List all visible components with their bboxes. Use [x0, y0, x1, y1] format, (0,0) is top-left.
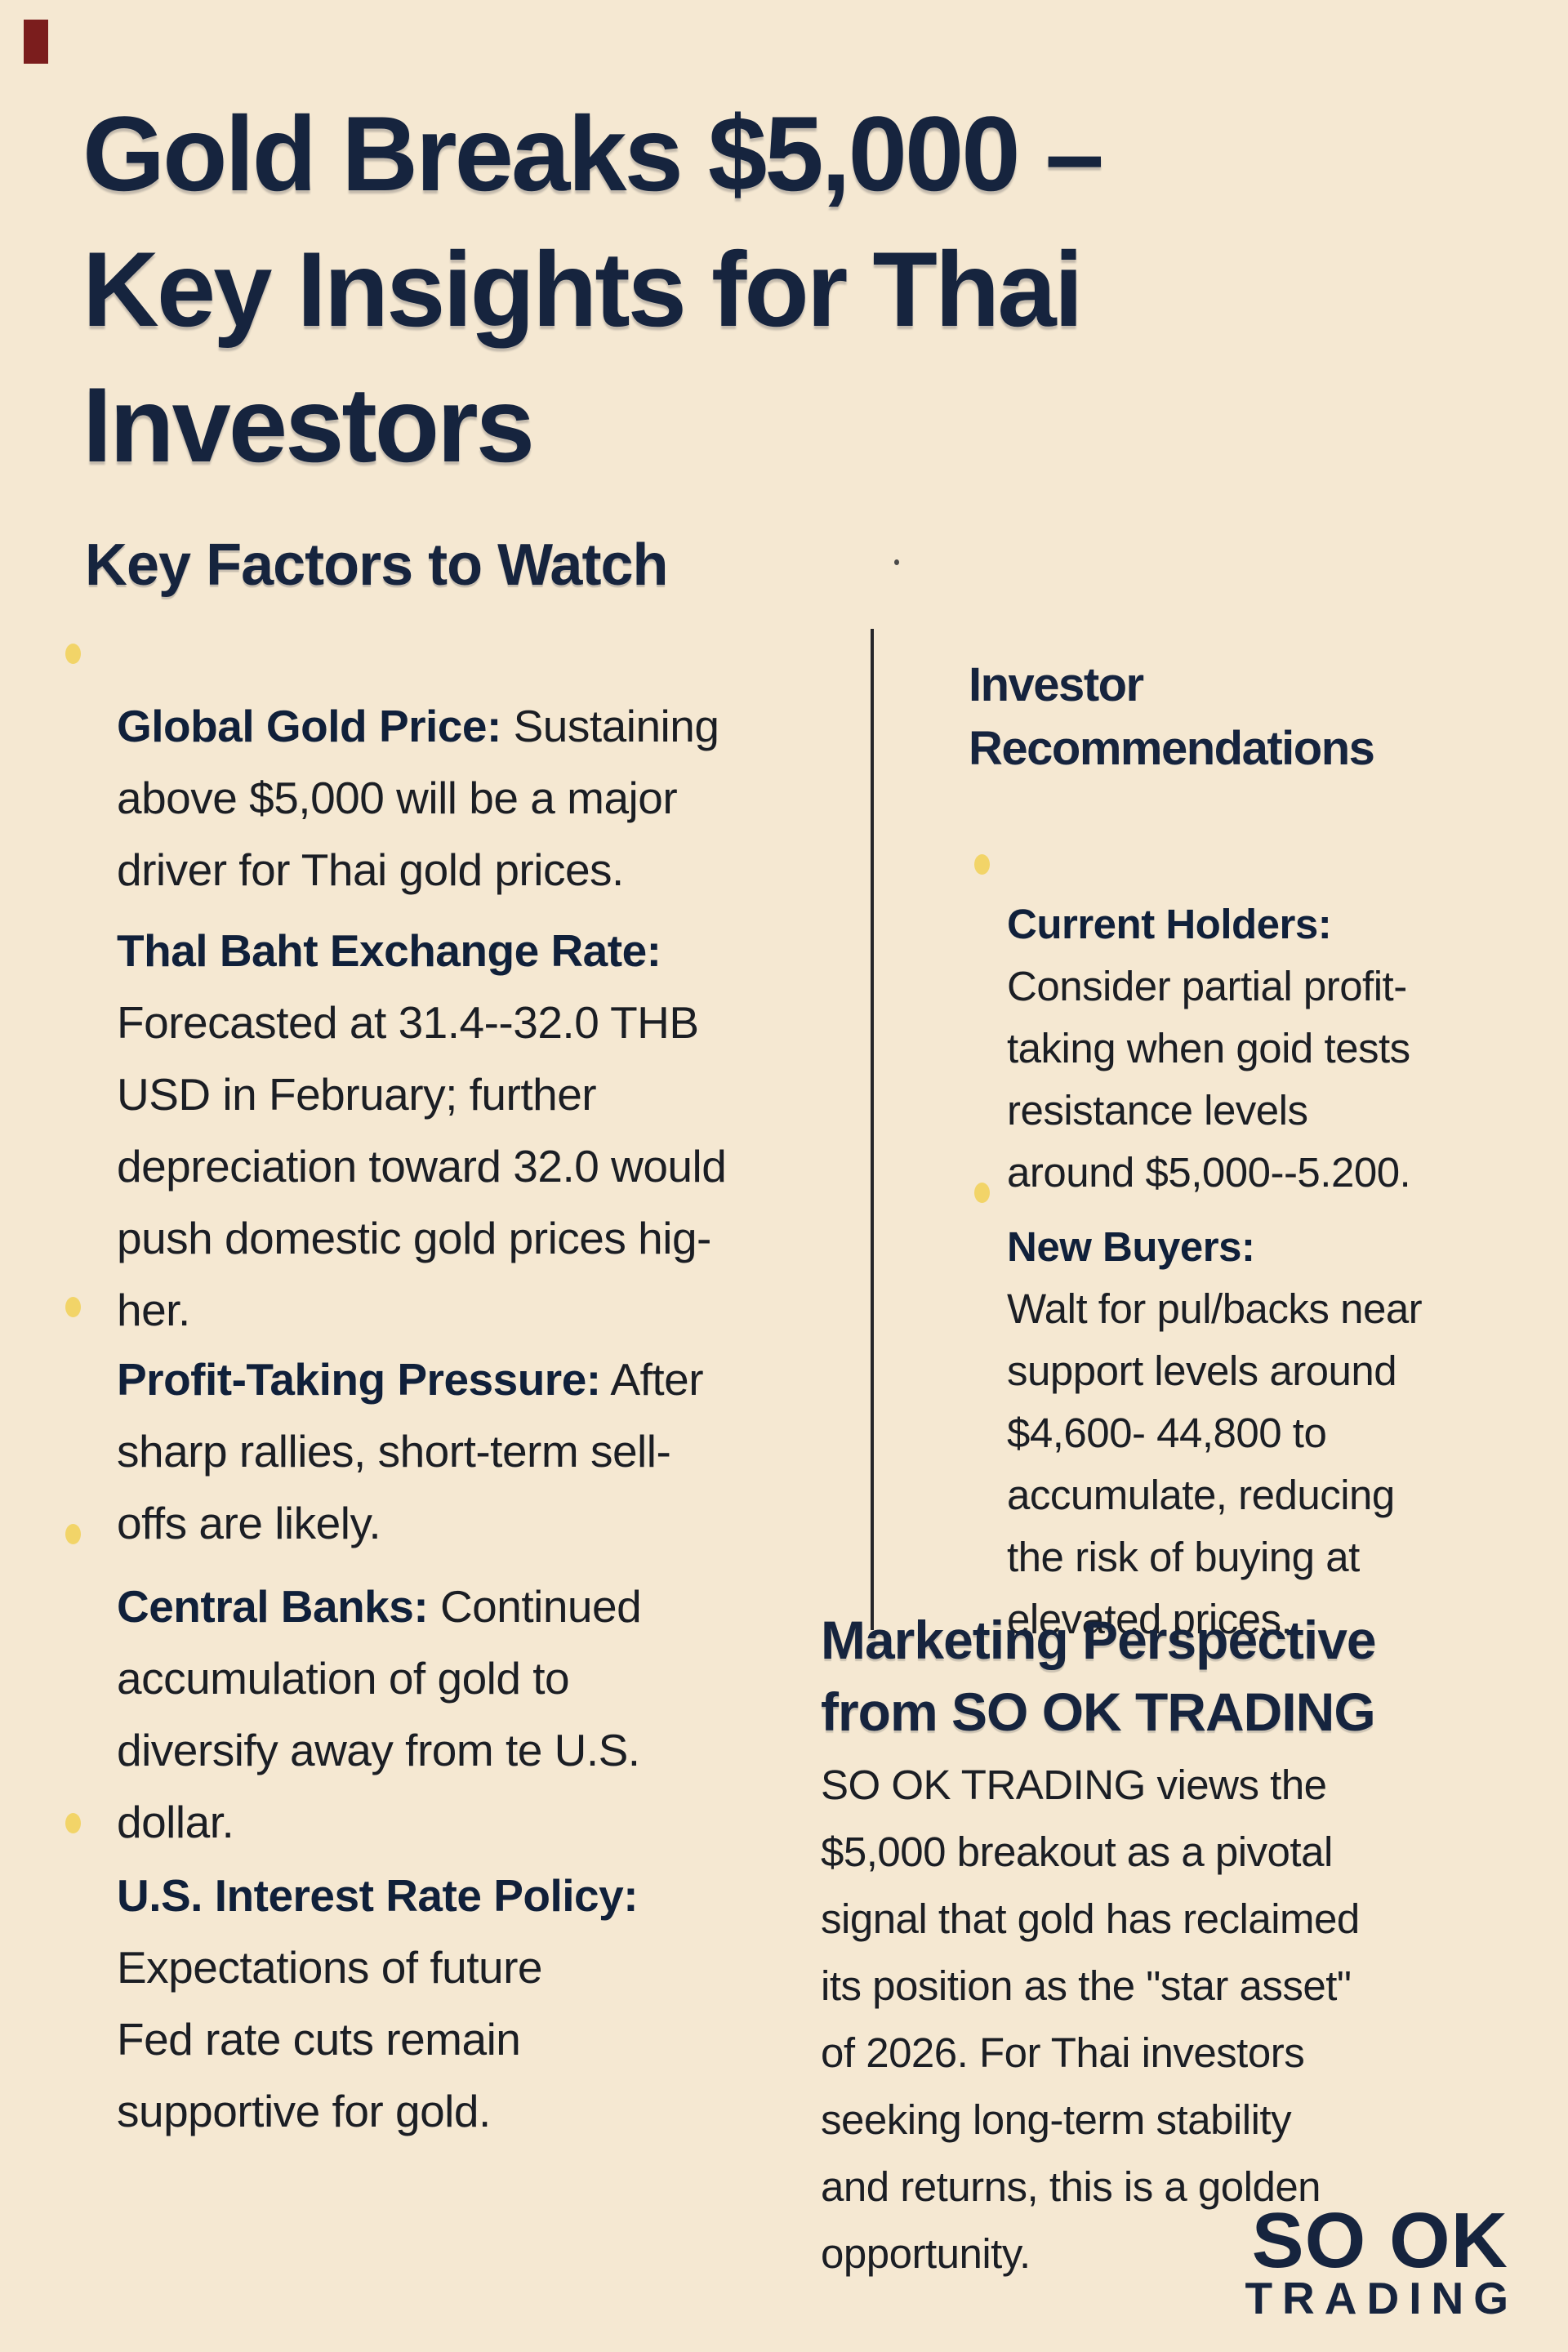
stray-ink-dot — [894, 559, 899, 565]
key-factor-text: After sharp rallies, short-term sell- of… — [117, 1354, 704, 1548]
recommendation-text: Walt for pul/backs near support levels a… — [1007, 1285, 1423, 1642]
page-title: Gold Breaks $5,000 – Key Insights for Th… — [82, 94, 1104, 484]
key-factor-label: Profit-Taking Pressure: — [117, 1354, 601, 1405]
logo-subtext: TRADING — [1245, 2273, 1518, 2323]
key-factor-label: Central Banks: — [117, 1581, 429, 1632]
key-factor-label: Thal Baht Exchange Rate: — [117, 925, 662, 976]
key-factor-item: U.S. Interest Rate Policy: Expectations … — [117, 1788, 844, 2147]
column-divider — [871, 629, 874, 1630]
key-factor-text: Expectations of future Fed rate cuts rem… — [117, 1942, 542, 2136]
bullet-dot-icon — [65, 644, 81, 664]
key-factor-item: Central Banks: Continued accumulation of… — [117, 1499, 844, 1858]
logo-wordmark: SO OK — [1251, 2197, 1508, 2284]
key-factor-text: Forecasted at 31.4--32.0 THB USD in Febr… — [117, 997, 727, 1335]
marketing-body: SO OK TRADING views the $5,000 breakout … — [821, 1762, 1360, 2277]
bullet-dot-icon — [65, 1297, 81, 1317]
recommendation-label: Current Holders: — [1007, 901, 1332, 947]
marketing-heading: Marketing Perspective from SO OK TRADING — [821, 1610, 1377, 1742]
key-factor-label: U.S. Interest Rate Policy: — [117, 1870, 639, 1921]
bullet-dot-icon — [974, 854, 990, 875]
key-factor-item: Thal Baht Exchange Rate: Forecasted at 3… — [117, 843, 844, 1346]
key-factor-text: Sustaining above $5,000 will be a major … — [117, 701, 719, 895]
bullet-dot-icon — [974, 1183, 990, 1203]
key-factors-heading: Key Factors to Watch — [85, 532, 668, 598]
recommendation-label: New Buyers: — [1007, 1223, 1255, 1270]
recommendations-heading: Investor Recommendations — [969, 658, 1375, 775]
key-factor-item: Global Gold Price: Sustaining above $5,0… — [117, 618, 844, 906]
corner-red-mark — [24, 20, 48, 64]
recommendation-item: New Buyers: Walt for pul/backs near supp… — [1007, 1154, 1521, 1650]
recommendation-text: Consider partial profit- taking when goi… — [1007, 963, 1411, 1196]
key-factor-label: Global Gold Price: — [117, 701, 501, 751]
bullet-dot-icon — [65, 1813, 81, 1833]
key-factor-item: Profit-Taking Pressure: After sharp rall… — [117, 1272, 844, 1559]
bullet-dot-icon — [65, 1524, 81, 1544]
key-factor-text: Continued accumulation of gold to divers… — [117, 1581, 642, 1847]
recommendation-item: Current Holders: Consider partial profit… — [1007, 831, 1521, 1204]
